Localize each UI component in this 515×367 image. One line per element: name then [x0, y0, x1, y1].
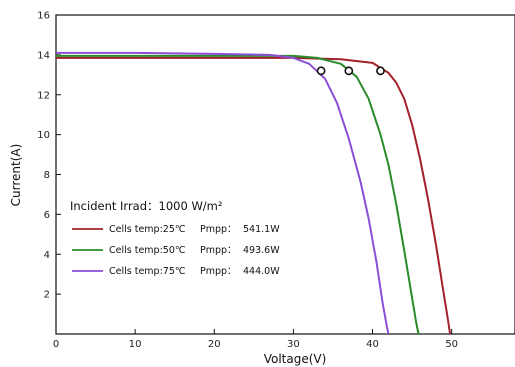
y-tick-label: 2: [44, 290, 50, 301]
series-line-2: [56, 54, 420, 335]
x-tick-label: 40: [366, 339, 379, 350]
legend-series-label: Cells temp:25℃: [109, 224, 186, 235]
series-line-3: [56, 51, 390, 335]
series-line-1: [56, 56, 452, 335]
legend-title: Incident Irrad：1000 W/m²: [70, 199, 223, 213]
legend-pmpp-value: 493.6W: [243, 245, 280, 256]
x-tick-label: 20: [208, 339, 221, 350]
mpp-marker-1: [376, 66, 385, 76]
series-layer: [56, 51, 452, 335]
legend: Incident Irrad：1000 W/m² Cells temp:25℃ Pm…: [70, 199, 280, 277]
y-tick-label: 8: [44, 170, 50, 181]
legend-pmpp-label: Pmpp：: [200, 266, 237, 277]
legend-pmpp-label: Pmpp：: [200, 245, 237, 256]
plot-area-frame: [55, 14, 515, 335]
mpp-marker-3: [316, 66, 326, 76]
legend-pmpp-label: Pmpp：: [200, 224, 237, 235]
x-axis-label: Voltage(V): [264, 352, 327, 366]
y-tick-label: 16: [37, 11, 50, 22]
legend-series-label: Cells temp:50℃: [109, 245, 186, 256]
y-tick-label: 4: [44, 250, 50, 261]
x-tick-label: 0: [53, 339, 59, 350]
y-tick-label: 6: [44, 210, 50, 221]
x-tick-label: 10: [129, 339, 142, 350]
legend-pmpp-value: 444.0W: [243, 266, 280, 277]
axis-ticks: 0 10 20 30 40 50 2 4 6 8 10 12 14 16: [37, 11, 458, 351]
mpp-marker-2: [344, 66, 354, 76]
y-tick-label: 14: [37, 50, 50, 61]
y-tick-label: 12: [37, 90, 50, 101]
y-tick-label: 10: [37, 130, 50, 141]
legend-pmpp-value: 541.1W: [243, 224, 280, 235]
legend-series-label: Cells temp:75℃: [109, 266, 186, 277]
x-tick-label: 50: [445, 339, 458, 350]
x-tick-label: 30: [287, 339, 300, 350]
y-axis-label: Current(A): [9, 144, 23, 207]
